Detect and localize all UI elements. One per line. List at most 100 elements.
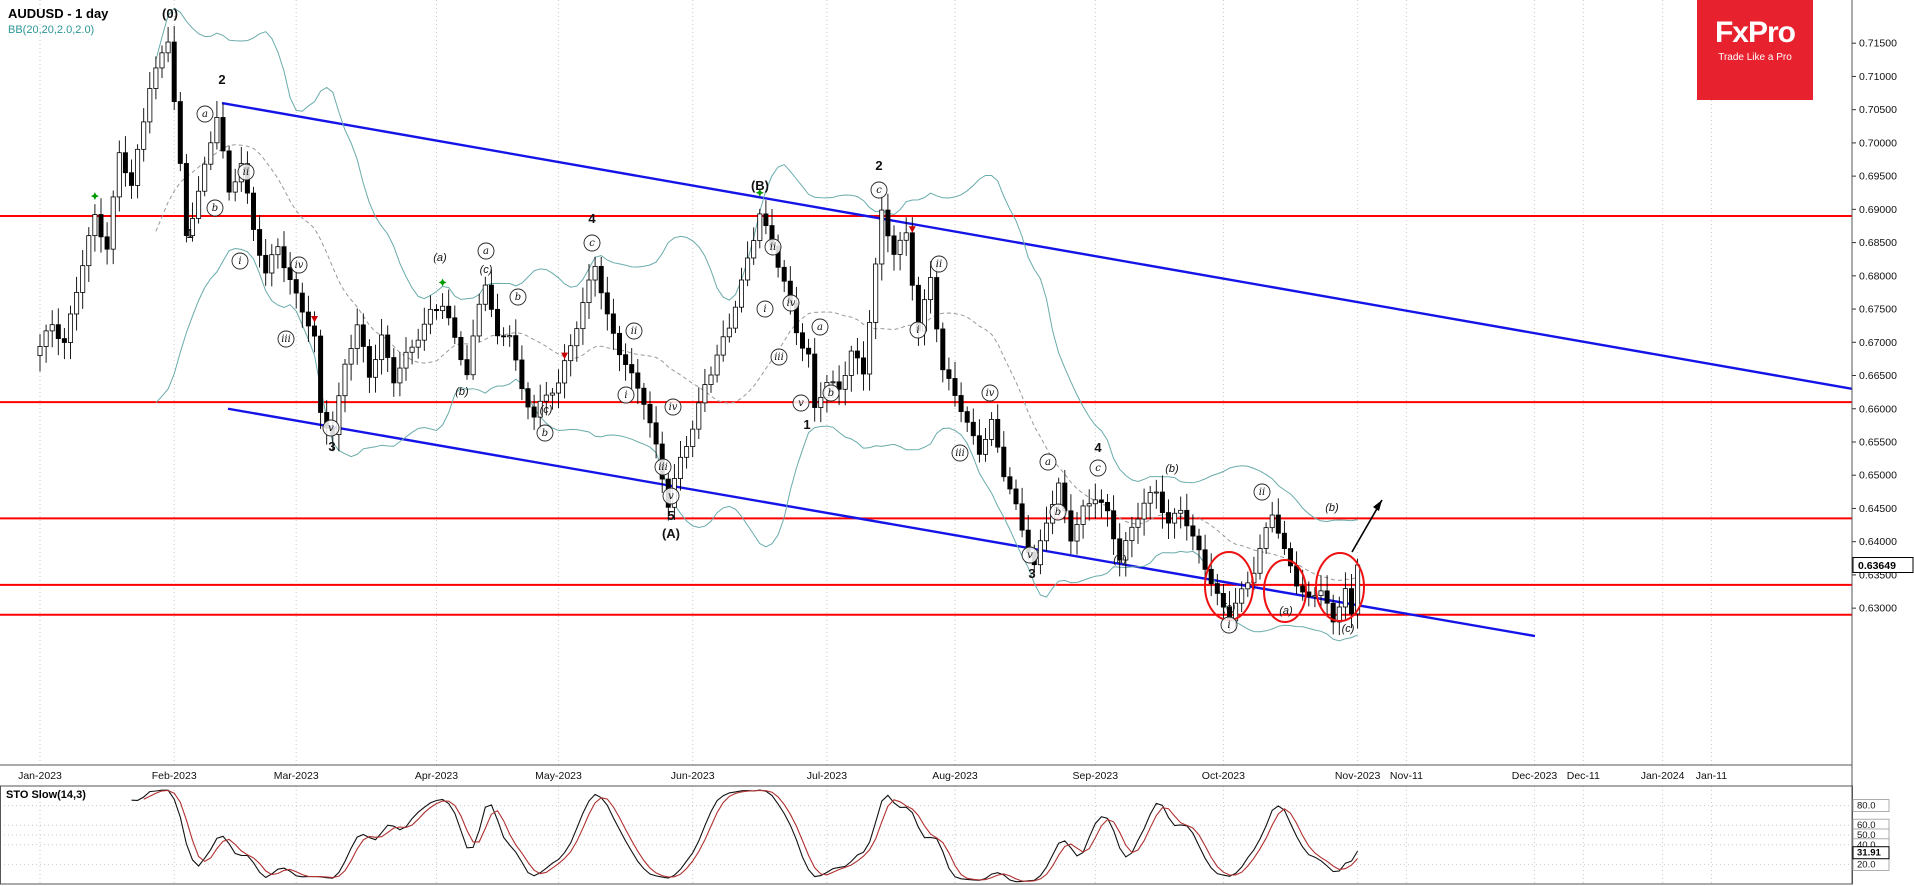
fxpro-logo-tagline: Trade Like a Pro <box>1718 52 1792 63</box>
wave-label: 1 <box>186 226 193 241</box>
sto-tick: 50.0 <box>1857 830 1876 841</box>
wave-label: 3 <box>328 439 335 454</box>
wave-label: 4 <box>588 211 596 226</box>
green-star-marker <box>90 192 99 201</box>
wave-label: i <box>238 256 241 267</box>
wave-label: 5 <box>667 508 674 523</box>
wave-label: (a) <box>433 252 447 264</box>
date-tick: Mar-2023 <box>274 770 319 782</box>
wave-label: b <box>515 292 521 303</box>
wave-label: b <box>212 203 218 214</box>
current-price-tag <box>1852 557 1914 574</box>
wave-label: (B) <box>751 178 769 193</box>
sto-current-tag <box>1852 846 1890 860</box>
price-tick: 0.70000 <box>1859 137 1897 149</box>
date-tick: Oct-2023 <box>1202 770 1245 782</box>
stochastic-panel[interactable]: 80.0 60.050.040.0 20.031.91 <box>131 789 1890 883</box>
panel-borders <box>0 0 1853 885</box>
wave-label: (A) <box>662 526 680 541</box>
wave-label: iii <box>281 334 291 345</box>
price-tick: 0.68000 <box>1859 270 1897 282</box>
wave-label: i <box>916 325 919 336</box>
sto-tick: 80.0 <box>1857 801 1876 812</box>
wave-label: (0) <box>162 6 178 21</box>
wave-label: c <box>589 238 595 249</box>
wave-label: (c) <box>480 264 493 276</box>
bollinger-layer <box>155 7 1358 642</box>
date-tick: Apr-2023 <box>415 770 458 782</box>
date-tick: Jan-2024 <box>1641 770 1685 782</box>
wave-label: (b) <box>1325 502 1339 514</box>
sto-tick: 60.0 <box>1857 820 1876 831</box>
price-tick: 0.63000 <box>1859 603 1897 615</box>
wave-label: ii <box>631 326 637 337</box>
price-tick: 0.69000 <box>1859 204 1897 216</box>
price-tick: 0.69500 <box>1859 171 1897 183</box>
wave-label: a <box>1045 457 1051 468</box>
price-tick: 0.65500 <box>1859 436 1897 448</box>
wave-label: (c) <box>1342 623 1355 635</box>
fxpro-logo-brand: FxPro <box>1714 16 1796 49</box>
price-tick: 0.64500 <box>1859 503 1897 515</box>
time-axis[interactable]: Jan-2023 Feb-2023 Mar-2023 Apr-2023 May-2023… <box>18 770 1727 782</box>
wave-label: iii <box>658 462 668 473</box>
fxpro-logo: FxPro Trade Like a Pro <box>1697 0 1813 100</box>
date-tick: May-2023 <box>535 770 582 782</box>
wave-label: v <box>328 423 334 434</box>
wave-label: iv <box>669 402 678 413</box>
price-tick: 0.67000 <box>1859 337 1897 349</box>
red-arrow-marker <box>561 352 569 360</box>
support-resistance-layer <box>0 215 1852 616</box>
wave-label: v <box>1027 550 1033 561</box>
price-tick: 0.65000 <box>1859 470 1897 482</box>
candles-layer <box>37 26 1361 636</box>
date-tick: Aug-2023 <box>932 770 978 782</box>
wave-label: ii <box>243 167 249 178</box>
wave-label: v <box>668 491 674 502</box>
projection-arrow-layer <box>1351 499 1383 553</box>
price-axis[interactable]: 0.71500 0.71000 0.70500 0.70000 0.69500 0.690… <box>1852 38 1914 615</box>
date-tick: Jul-2023 <box>807 770 847 782</box>
sto-tick: 40.0 <box>1857 840 1876 851</box>
price-tick: 0.64000 <box>1859 536 1897 548</box>
price-tick: 0.67500 <box>1859 304 1897 316</box>
wave-label: a <box>483 246 489 257</box>
signal-markers-layer <box>90 188 916 360</box>
date-tick: Nov-2023 <box>1335 770 1381 782</box>
wave-label: (c) <box>1223 602 1236 614</box>
price-tick: 0.68500 <box>1859 237 1897 249</box>
wave-label: iii <box>774 352 784 363</box>
wave-label: ii <box>1259 487 1265 498</box>
wave-label: (b) <box>1165 463 1179 475</box>
wave-label: (b) <box>455 386 469 398</box>
wave-label: iii <box>955 448 965 459</box>
wave-label: b <box>542 428 548 439</box>
stochastic-indicator-label: STO Slow(14,3) <box>6 789 86 801</box>
wave-label: ii <box>936 259 942 270</box>
date-tick: Nov-11 <box>1390 770 1423 782</box>
highlight-circle <box>1263 559 1307 623</box>
wave-label: b <box>1055 507 1061 518</box>
grid-layer <box>0 0 1852 884</box>
bollinger-indicator-label: BB(20,20,2.0,2.0) <box>8 24 95 36</box>
wave-label: (a) <box>1279 605 1293 617</box>
sto-current-value: 31.91 <box>1857 848 1881 859</box>
current-price-value: 0.63649 <box>1858 560 1896 572</box>
date-tick: Jan-2023 <box>18 770 62 782</box>
wave-label: i <box>763 304 766 315</box>
wave-label: 2 <box>875 158 882 173</box>
date-tick: Dec-11 <box>1567 770 1600 782</box>
red-arrow-marker <box>311 316 318 323</box>
price-tick: 0.71500 <box>1859 38 1897 50</box>
date-tick: Dec-2023 <box>1512 770 1558 782</box>
wave-label: 4 <box>1094 440 1102 455</box>
wave-label: v <box>798 398 804 409</box>
wave-label: (c) <box>540 404 553 416</box>
wave-label: 1 <box>803 417 810 432</box>
wave-label: a <box>817 322 823 333</box>
wave-label: i <box>1227 620 1230 631</box>
wave-label: i <box>624 390 627 401</box>
wave-label: iv <box>986 388 995 399</box>
